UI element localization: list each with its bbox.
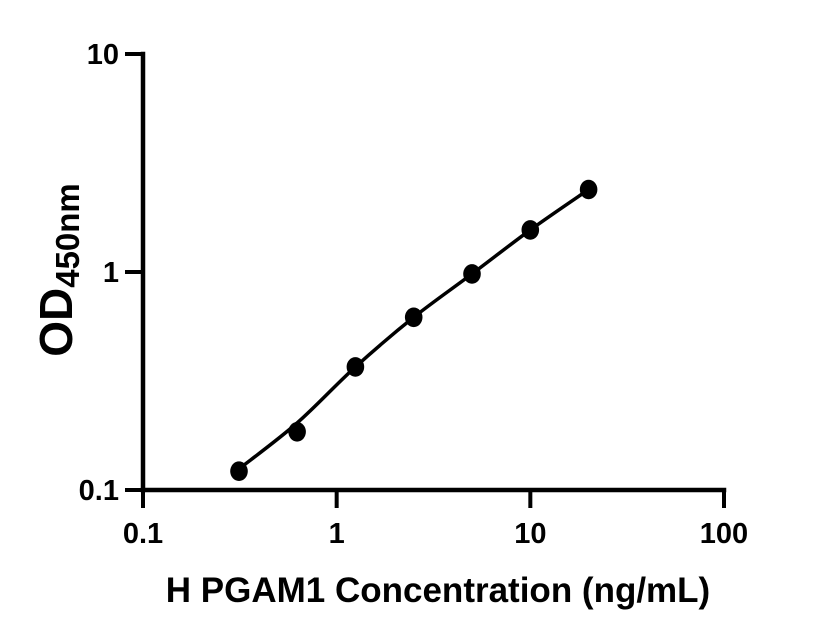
x-tick-label: 0.1 [123, 518, 163, 550]
data-point-marker [463, 264, 481, 284]
x-tick-label: 100 [700, 518, 748, 550]
data-point-marker [521, 220, 540, 240]
data-point-marker [579, 179, 598, 200]
data-point-marker [346, 357, 365, 377]
data-point-marker [230, 461, 248, 482]
x-axis-title: H PGAM1 Concentration (ng/mL) [166, 571, 710, 610]
y-axis-title-main: OD [30, 288, 82, 357]
data-point-marker [288, 422, 306, 442]
x-tick-label: 10 [514, 518, 546, 550]
y-axis-title-subscript: 450nm [49, 183, 86, 288]
axis-tick-labels: 0.1 1 10 0.1 1 10 100 [79, 39, 749, 550]
axis-ticks [125, 52, 726, 508]
x-tick-label: 1 [329, 518, 345, 550]
y-tick-label: 1 [103, 257, 119, 289]
y-tick-label: 10 [87, 39, 119, 71]
axes [140, 51, 727, 493]
y-tick-label: 0.1 [79, 475, 119, 507]
data-point-marker [404, 307, 423, 328]
plot-series [230, 179, 598, 482]
y-axis-title: OD450nm [30, 183, 86, 357]
